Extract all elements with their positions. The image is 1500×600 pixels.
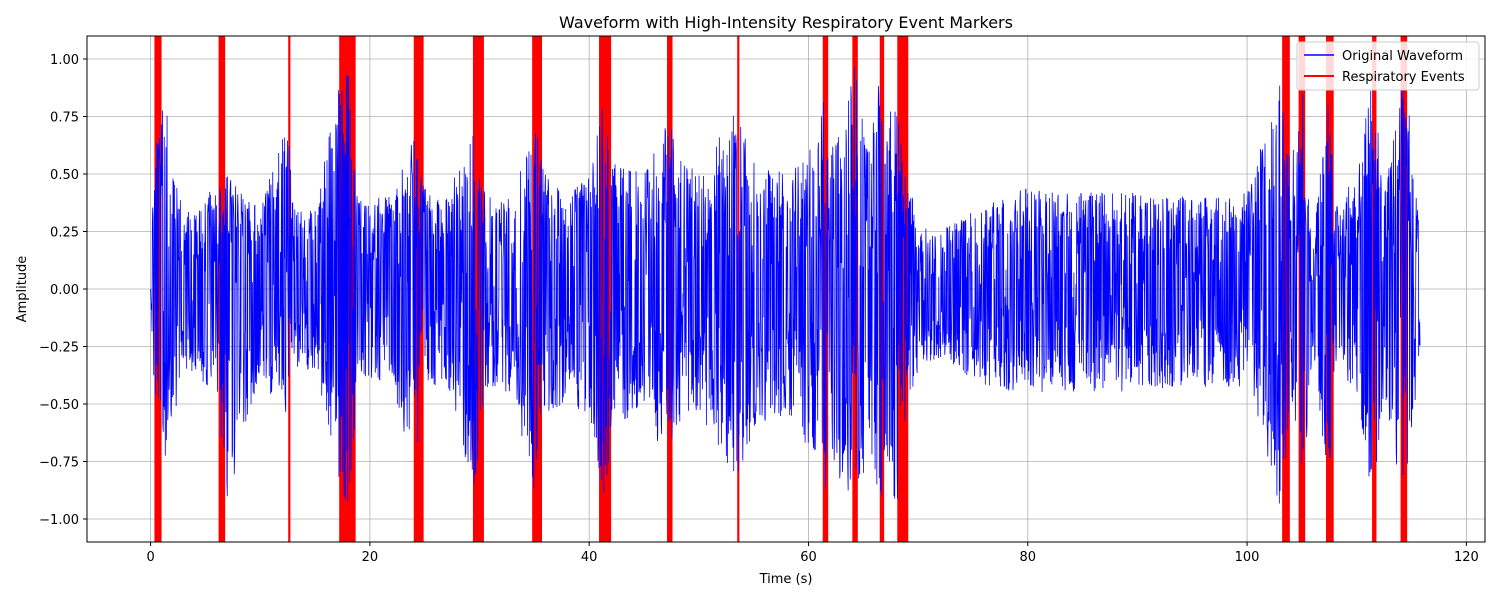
y-tick-label: 0.75 bbox=[50, 111, 79, 126]
x-tick-label: 60 bbox=[800, 550, 817, 565]
chart-title: Waveform with High-Intensity Respiratory… bbox=[559, 13, 1013, 32]
x-axis-ticks: 0 20 40 60 80 100 120 bbox=[146, 542, 1479, 565]
y-tick-label: 1.00 bbox=[50, 53, 79, 68]
legend-box bbox=[1296, 41, 1480, 91]
legend-label-original-waveform: Original Waveform bbox=[1342, 49, 1463, 64]
y-axis-label: Amplitude bbox=[15, 256, 30, 323]
y-tick-label: −0.25 bbox=[39, 341, 79, 356]
y-axis-ticks: −1.00 −0.75 −0.50 −0.25 0.00 0.25 0.50 0.75 1.00 bbox=[39, 53, 87, 528]
y-tick-label: 0.50 bbox=[50, 168, 79, 183]
x-tick-label: 120 bbox=[1454, 550, 1479, 565]
x-tick-label: 40 bbox=[581, 550, 598, 565]
legend: Original Waveform Respiratory Events bbox=[1296, 41, 1480, 91]
x-tick-label: 80 bbox=[1019, 550, 1036, 565]
original-waveform bbox=[150, 67, 1421, 504]
x-tick-label: 0 bbox=[146, 550, 154, 565]
y-tick-label: −0.75 bbox=[39, 456, 79, 471]
y-tick-label: −0.50 bbox=[39, 398, 79, 413]
plot-area bbox=[87, 36, 1485, 542]
y-tick-label: −1.00 bbox=[39, 513, 79, 528]
x-tick-label: 100 bbox=[1235, 550, 1260, 565]
x-tick-label: 20 bbox=[362, 550, 379, 565]
y-tick-label: 0.00 bbox=[50, 283, 79, 298]
legend-label-respiratory-events: Respiratory Events bbox=[1342, 70, 1465, 85]
waveform-line bbox=[150, 67, 1421, 504]
x-axis-label: Time (s) bbox=[759, 572, 813, 587]
y-tick-label: 0.25 bbox=[50, 226, 79, 241]
